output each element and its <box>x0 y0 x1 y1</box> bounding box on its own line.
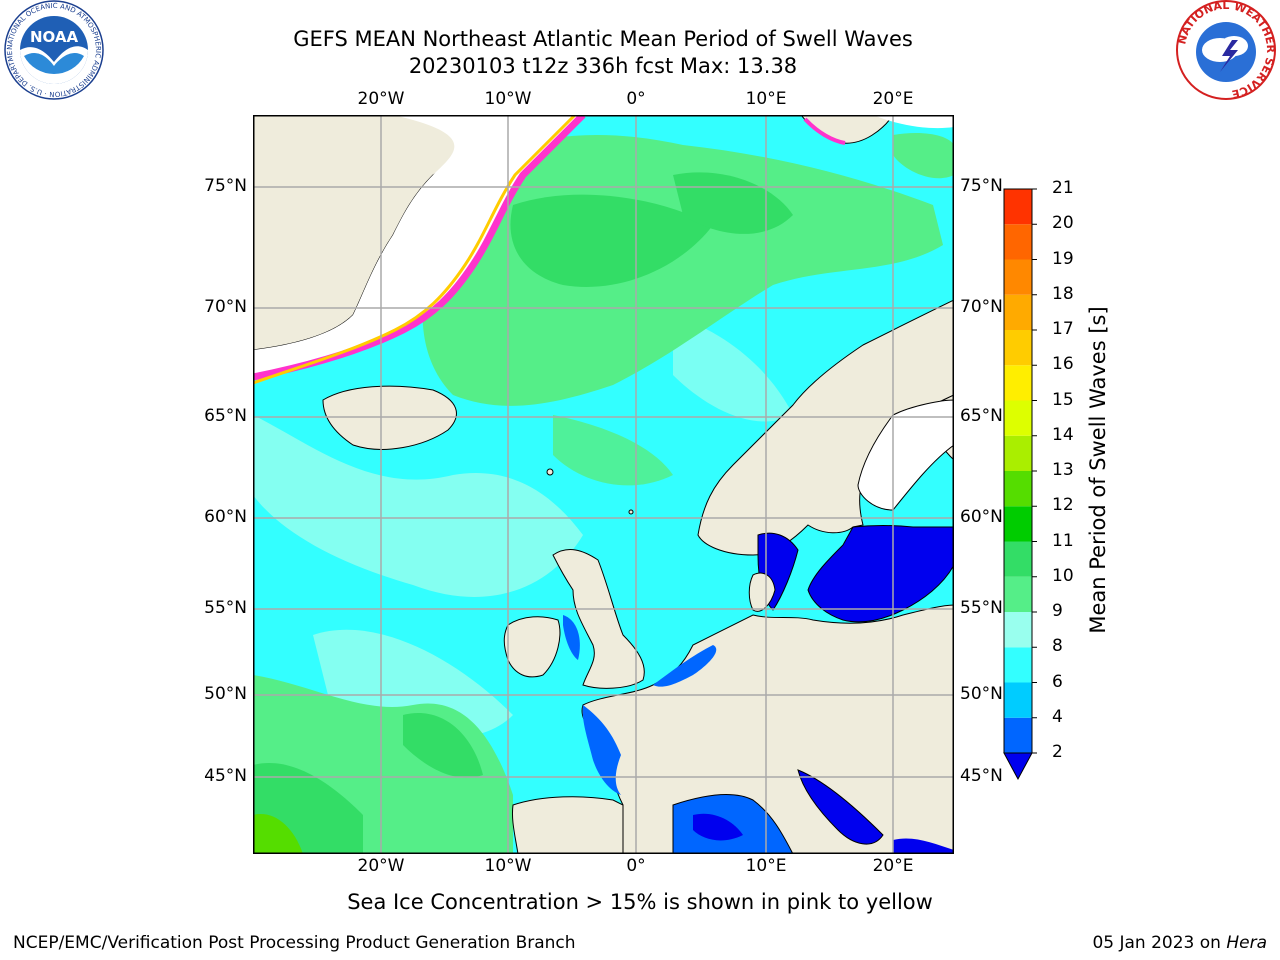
colorbar-tick-label-9: 9 <box>1052 601 1063 621</box>
colorbar-bin-20-21 <box>1004 189 1032 225</box>
colorbar-bin-2-4 <box>1004 717 1032 753</box>
colorbar-tick-label-11: 11 <box>1052 530 1074 551</box>
colorbar-bin-17-18 <box>1004 294 1032 330</box>
lon-tick-top-10w: 10°W <box>484 89 532 109</box>
lon-tick-bottom-20w: 20°W <box>357 856 405 876</box>
colorbar-tick-label-10: 10 <box>1052 565 1074 586</box>
footer-credit: NCEP/EMC/Verification Post Processing Pr… <box>13 933 576 953</box>
lat-tick-right-60n: 60°N <box>960 507 1003 527</box>
noaa-logo: NATIONAL OCEANIC AND ATMOSPHERIC ADMINIS… <box>1 0 104 100</box>
lon-tick-top-20w: 20°W <box>357 89 405 109</box>
colorbar-tick-label-18: 18 <box>1052 283 1074 304</box>
colorbar-tick-label-6: 6 <box>1052 671 1063 692</box>
colorbar-tick-label-8: 8 <box>1052 636 1063 657</box>
nws-logo: NATIONAL WEATHER SERVICE <box>1175 0 1277 101</box>
lon-tick-top-10e: 10°E <box>745 89 787 109</box>
colorbar-bin-8-9 <box>1004 612 1032 648</box>
lat-tick-right-45n: 45°N <box>960 766 1003 786</box>
chart-title: GEFS MEAN Northeast Atlantic Mean Period… <box>293 27 913 51</box>
footer-date: 05 Jan 2023 on Hera <box>1092 933 1267 953</box>
colorbar-tick-label-20: 20 <box>1052 213 1074 234</box>
colorbar-tick-label-17: 17 <box>1052 319 1074 339</box>
lon-tick-bottom-10w: 10°W <box>484 856 532 876</box>
colorbar-bin-9-10 <box>1004 576 1032 612</box>
lon-tick-top-0: 0° <box>626 89 646 109</box>
colorbar-bin-10-11 <box>1004 541 1032 577</box>
colorbar-bin-18-19 <box>1004 259 1032 295</box>
lat-tick-left-60n: 60°N <box>204 507 247 527</box>
lon-tick-top-20e: 20°E <box>872 89 914 109</box>
colorbar-bin-4-6 <box>1004 682 1032 718</box>
chart-subtitle: 20230103 t12z 336h fcst Max: 13.38 <box>408 54 798 78</box>
colorbar-under-triangle <box>1003 752 1033 781</box>
colorbar-tick-label-15: 15 <box>1052 389 1074 410</box>
swell-period-map <box>252 112 955 855</box>
colorbar-bin-16-17 <box>1004 330 1032 366</box>
lat-tick-left-70n: 70°N <box>204 297 247 317</box>
colorbar-tick-label-21: 21 <box>1052 178 1074 198</box>
colorbar-bin-14-15 <box>1004 400 1032 436</box>
colorbar-tick-label-12: 12 <box>1052 495 1074 516</box>
lat-tick-left-50n: 50°N <box>204 684 247 704</box>
lat-tick-left-65n: 65°N <box>204 406 247 426</box>
lat-tick-right-50n: 50°N <box>960 684 1003 704</box>
lat-tick-left-75n: 75°N <box>204 176 247 196</box>
colorbar-bin-6-8 <box>1004 647 1032 683</box>
lat-tick-right-55n: 55°N <box>960 598 1003 618</box>
lat-tick-right-75n: 75°N <box>960 176 1003 196</box>
colorbar-bin-15-16 <box>1004 365 1032 401</box>
footer-date-text: 05 Jan 2023 on <box>1092 933 1227 953</box>
lat-tick-left-55n: 55°N <box>204 598 247 618</box>
colorbar-bin-12-13 <box>1004 471 1032 507</box>
lat-tick-left-45n: 45°N <box>204 766 247 786</box>
footer-host: Hera <box>1226 933 1267 953</box>
lat-tick-right-65n: 65°N <box>960 406 1003 426</box>
colorbar-bin-19-20 <box>1004 224 1032 260</box>
colorbar-tick-label-2: 2 <box>1052 742 1063 762</box>
colorbar <box>990 180 1050 790</box>
colorbar-tick-label-4: 4 <box>1052 706 1063 727</box>
map-panel <box>252 112 955 855</box>
colorbar-bin-13-14 <box>1004 435 1032 471</box>
lon-tick-bottom-10e: 10°E <box>745 856 787 876</box>
noaa-logo-text: NOAA <box>30 28 79 46</box>
colorbar-bin-11-12 <box>1004 506 1032 542</box>
colorbar-label: Mean Period of Swell Waves [s] <box>1086 306 1110 634</box>
colorbar-tick-label-16: 16 <box>1052 354 1074 375</box>
lon-tick-bottom-0: 0° <box>626 856 646 876</box>
lat-tick-right-70n: 70°N <box>960 297 1003 317</box>
colorbar-tick-label-14: 14 <box>1052 424 1074 445</box>
sea-ice-caption: Sea Ice Concentration > 15% is shown in … <box>347 890 933 914</box>
colorbar-tick-label-13: 13 <box>1052 460 1074 480</box>
colorbar-tick-label-19: 19 <box>1052 248 1074 269</box>
lon-tick-bottom-20e: 20°E <box>872 856 914 876</box>
